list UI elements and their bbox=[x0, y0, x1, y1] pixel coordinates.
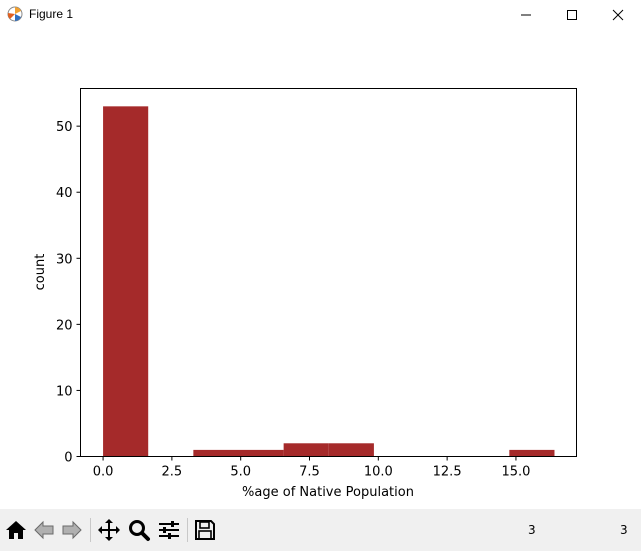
histogram-bar bbox=[283, 443, 329, 457]
x-tick-label: 15.0 bbox=[501, 465, 530, 480]
navigation-toolbar: 3 3 bbox=[0, 509, 641, 551]
toolbar-separator bbox=[90, 518, 91, 542]
y-tick-label: 40 bbox=[56, 186, 73, 201]
matplotlib-app-icon bbox=[6, 5, 24, 23]
configure-subplots-icon bbox=[159, 521, 179, 539]
histogram-bar bbox=[193, 449, 239, 457]
histogram-bar bbox=[509, 449, 555, 457]
histogram-bar bbox=[103, 106, 149, 457]
close-icon bbox=[612, 9, 624, 21]
y-axis-label: count bbox=[33, 254, 48, 291]
histogram-bar bbox=[238, 449, 284, 457]
back-icon bbox=[34, 520, 54, 540]
histogram-bar bbox=[328, 443, 374, 457]
home-button[interactable] bbox=[3, 517, 29, 543]
save-button[interactable] bbox=[192, 517, 218, 543]
x-tick-label: 0.0 bbox=[93, 465, 114, 480]
configure-subplots-button[interactable] bbox=[156, 517, 182, 543]
y-tick-label: 30 bbox=[56, 252, 73, 267]
title-bar: Figure 1 bbox=[0, 0, 641, 30]
y-ticks: 0 10 20 30 40 50 bbox=[56, 120, 81, 466]
forward-button[interactable] bbox=[59, 517, 85, 543]
x-axis-label: %age of Native Population bbox=[242, 485, 414, 500]
minimize-icon bbox=[521, 14, 531, 16]
status-text-right: 3 bbox=[620, 523, 628, 537]
window-title: Figure 1 bbox=[29, 7, 74, 21]
x-tick-label: 7.5 bbox=[299, 465, 320, 480]
close-button[interactable] bbox=[595, 0, 641, 30]
status-text-left: 3 bbox=[528, 523, 536, 537]
forward-icon bbox=[62, 520, 82, 540]
x-tick-label: 2.5 bbox=[162, 465, 183, 480]
pan-button[interactable] bbox=[96, 517, 122, 543]
bars-group bbox=[103, 106, 555, 457]
toolbar-separator bbox=[187, 518, 188, 542]
figure-canvas[interactable]: 0.0 2.5 5.0 7.5 10.0 12.5 15.0 0 10 20 30 40 50 %ag… bbox=[0, 30, 641, 509]
pan-icon bbox=[98, 519, 120, 541]
y-tick-label: 10 bbox=[56, 384, 73, 399]
minimize-button[interactable] bbox=[503, 0, 549, 30]
histogram-chart: 0.0 2.5 5.0 7.5 10.0 12.5 15.0 0 10 20 30 40 50 %ag… bbox=[33, 88, 577, 500]
x-tick-label: 12.5 bbox=[433, 465, 462, 480]
x-tick-label: 10.0 bbox=[364, 465, 393, 480]
axes-frame bbox=[80, 88, 577, 457]
back-button[interactable] bbox=[31, 517, 57, 543]
y-tick-label: 0 bbox=[64, 451, 72, 466]
zoom-icon bbox=[129, 520, 150, 541]
home-icon bbox=[6, 521, 26, 539]
maximize-button[interactable] bbox=[549, 0, 595, 30]
x-ticks: 0.0 2.5 5.0 7.5 10.0 12.5 15.0 bbox=[93, 456, 530, 480]
zoom-button[interactable] bbox=[126, 517, 152, 543]
x-tick-label: 5.0 bbox=[230, 465, 251, 480]
y-tick-label: 50 bbox=[56, 120, 73, 135]
y-tick-label: 20 bbox=[56, 318, 73, 333]
maximize-icon bbox=[567, 10, 577, 20]
save-icon bbox=[195, 520, 215, 540]
